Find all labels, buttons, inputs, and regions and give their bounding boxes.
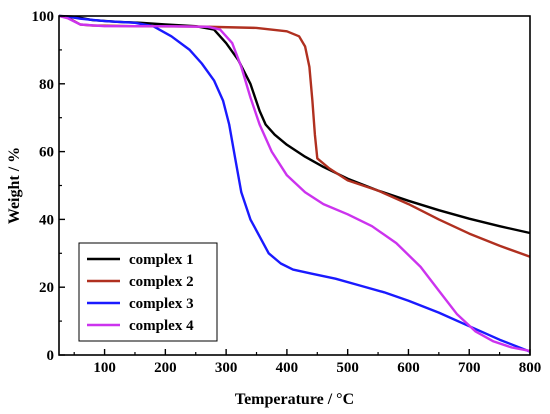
series-line-2 <box>58 14 531 258</box>
y-axis-title: Weight / % <box>6 147 23 224</box>
x-tick-label: 700 <box>458 360 481 376</box>
series-line-1 <box>58 14 531 235</box>
y-tick-label: 40 <box>39 212 54 228</box>
curves-layer <box>58 14 531 353</box>
x-axis-title: Temperature / °C <box>235 391 354 408</box>
y-tick-label: 0 <box>47 348 55 364</box>
legend: complex 1 complex 2 complex 3 complex 4 <box>78 242 218 342</box>
legend-label-1: complex 1 <box>129 252 194 268</box>
y-tick-label: 80 <box>39 77 54 93</box>
series-line-4 <box>58 14 531 353</box>
x-tick-label: 400 <box>276 360 299 376</box>
y-tick-label: 20 <box>39 280 54 296</box>
legend-label-2: complex 2 <box>129 274 194 290</box>
ticks-layer: 100 200 300 400 500 600 700 800 0 20 40 60 80 100 <box>32 9 542 376</box>
x-tick-label: 500 <box>336 360 359 376</box>
x-tick-label: 800 <box>519 360 542 376</box>
series-line-3 <box>58 14 531 353</box>
x-tick-label: 200 <box>154 360 177 376</box>
x-tick-label: 600 <box>397 360 420 376</box>
x-tick-label: 100 <box>93 360 116 376</box>
legend-label-4: complex 4 <box>129 318 194 334</box>
legend-label-3: complex 3 <box>129 296 194 312</box>
y-tick-label: 100 <box>32 9 55 25</box>
y-tick-label: 60 <box>39 145 54 161</box>
x-tick-label: 300 <box>215 360 238 376</box>
